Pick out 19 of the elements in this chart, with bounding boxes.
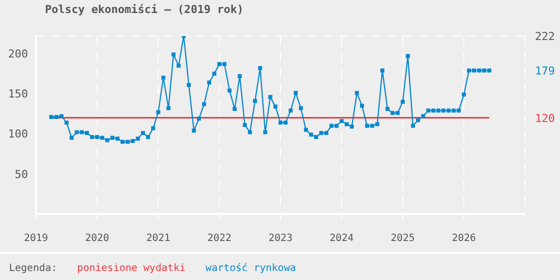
x-tick-label: 2025 <box>390 233 415 244</box>
x-tick-label: 2026 <box>452 233 476 244</box>
x-tick-label: 2021 <box>146 233 170 244</box>
chart-title: Polscy ekonomiści – (2019 rok) <box>45 3 244 16</box>
y2-tick-label: 222 <box>535 30 555 43</box>
x-tick-label: 2019 <box>24 233 48 244</box>
x-tick-label: 2024 <box>330 233 354 244</box>
y-tick-label: 100 <box>8 128 28 141</box>
ref-line-label: poniesione wydatki <box>77 262 186 274</box>
x-tick-label: 2020 <box>85 233 110 244</box>
text: wartość rynkowa <box>206 262 296 274</box>
x-tick-label: 2023 <box>268 233 293 244</box>
y-tick-label: 200 <box>8 48 28 61</box>
legend-title: Legenda: <box>9 262 58 274</box>
y2-tick-label: 179 <box>535 64 555 78</box>
y-tick-label: 150 <box>8 88 28 101</box>
x-tick-label: 2022 <box>207 233 232 244</box>
y-tick-label: 50 <box>14 168 28 181</box>
y2-tick-label: 120 <box>535 112 555 125</box>
